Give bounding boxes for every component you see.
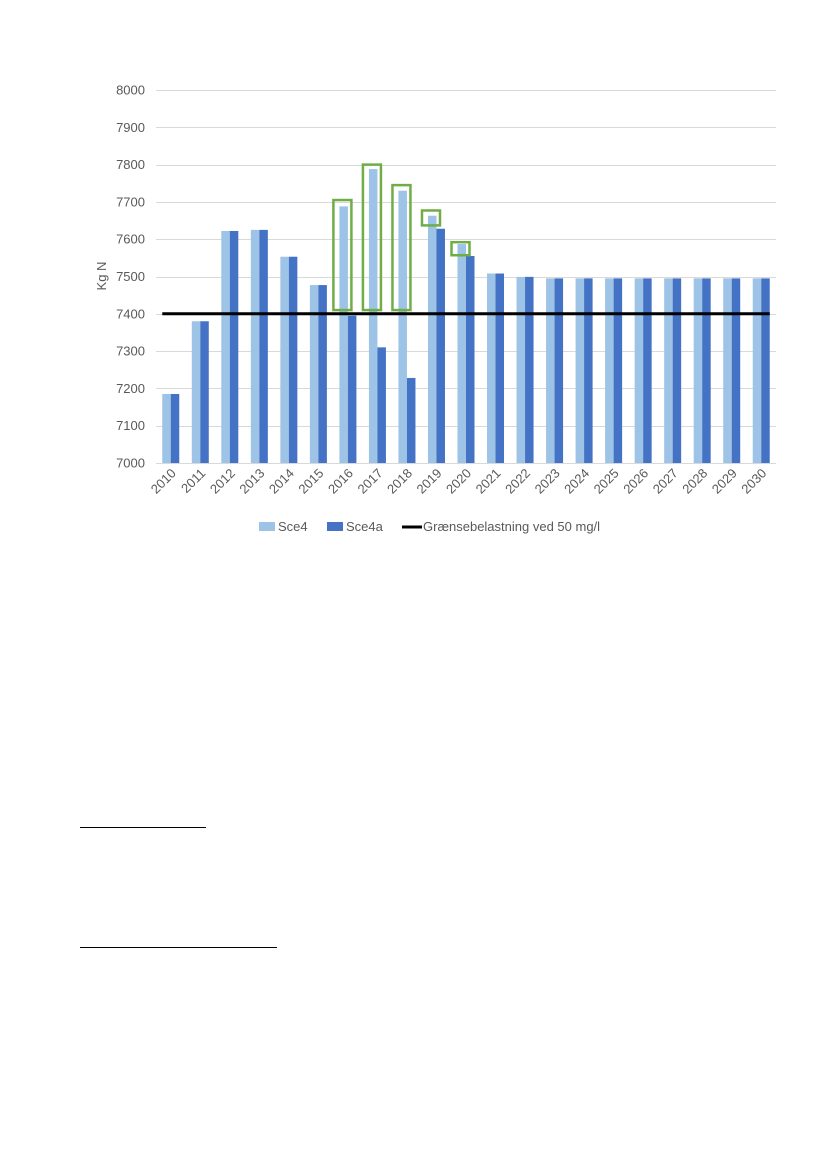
bar-sce4a-2016 (347, 315, 357, 463)
bar-sce4-2013 (250, 229, 260, 463)
x-tick-label: 2019 (414, 466, 445, 497)
highlight-boxes (332, 163, 471, 312)
bar-sce4a-2029 (731, 278, 741, 463)
x-tick-label: 2017 (354, 466, 385, 497)
bar-sce4a-2024 (584, 278, 593, 463)
bar-chart: 7000 7100 7200 7300 7400 7500 7600 7700 7800 7900… (94, 83, 776, 534)
bar-sce4-2020 (457, 244, 466, 463)
legend-label: Sce4 (278, 519, 308, 534)
bar-sce4a-2014 (288, 256, 298, 463)
highlight-box-2017 (361, 163, 383, 312)
x-tick-label: 2013 (236, 466, 267, 497)
bar-sce4-2024 (575, 278, 585, 463)
bar-sce4-2023 (546, 278, 555, 463)
x-tick-label: 2024 (561, 466, 592, 497)
bars (162, 169, 770, 464)
y-tick-label: 7600 (116, 232, 145, 247)
bar-sce4-2030 (752, 278, 762, 463)
x-tick-label: 2015 (295, 466, 326, 497)
bar-sce4a-2020 (466, 255, 475, 463)
bar-sce4-2029 (723, 278, 732, 463)
x-tick-label: 2018 (384, 466, 415, 497)
bar-sce4a-2011 (200, 321, 209, 463)
footnote-rule-2 (80, 947, 277, 948)
legend-label: Grænsebelastning ved 50 mg/l (423, 519, 600, 534)
x-tick-label: 2020 (443, 466, 474, 497)
bar-sce4a-2013 (259, 229, 268, 463)
bar-sce4-2012 (221, 230, 230, 463)
legend-swatch-0 (259, 522, 275, 531)
legend-swatch-1 (327, 522, 343, 531)
y-tick-label: 7400 (116, 306, 145, 321)
bar-sce4-2019 (427, 215, 437, 463)
bar-sce4a-2025 (613, 278, 623, 463)
bar-sce4a-2030 (761, 278, 770, 463)
y-tick-label: 7700 (116, 194, 145, 209)
x-tick-label: 2022 (502, 466, 533, 497)
bar-sce4a-2012 (229, 230, 239, 463)
bar-sce4a-2027 (672, 278, 682, 463)
highlight-box-2016 (332, 198, 353, 312)
y-tick-label: 7900 (116, 120, 145, 135)
bar-sce4-2018 (398, 190, 407, 463)
y-tick-label: 7300 (116, 344, 145, 359)
x-tick-label: 2027 (650, 466, 681, 497)
bar-sce4a-2017 (377, 347, 386, 463)
y-axis-tick-labels: 7000 7100 7200 7300 7400 7500 7600 7700 7800 7900… (116, 83, 145, 471)
highlight-box-2018 (391, 183, 412, 312)
y-tick-label: 7500 (116, 269, 145, 284)
bar-sce4-2016 (339, 206, 348, 463)
bar-sce4-2026 (634, 278, 644, 463)
highlight-box-2020 (450, 240, 471, 257)
x-tick-label: 2030 (738, 466, 769, 497)
bar-sce4-2014 (280, 256, 289, 463)
y-tick-label: 7200 (116, 381, 145, 396)
x-tick-label: 2025 (591, 466, 622, 497)
bar-sce4a-2022 (525, 276, 534, 463)
bar-sce4a-2015 (318, 285, 327, 463)
bar-sce4-2027 (664, 278, 673, 463)
bar-sce4a-2021 (495, 273, 505, 463)
bar-sce4-2015 (309, 285, 319, 463)
bar-sce4a-2026 (643, 278, 652, 463)
x-tick-label: 2023 (532, 466, 563, 497)
y-axis-title: Kg N (94, 262, 109, 291)
bar-sce4-2022 (516, 276, 526, 463)
x-tick-label: 2026 (620, 466, 651, 497)
bar-sce4a-2018 (406, 377, 416, 463)
bar-sce4a-2019 (436, 228, 445, 463)
y-tick-label: 8000 (116, 83, 145, 98)
x-tick-label: 2016 (325, 466, 356, 497)
y-tick-label: 7000 (116, 456, 145, 471)
x-tick-label: 2011 (178, 466, 208, 496)
bar-sce4-2028 (693, 278, 703, 463)
bar-sce4a-2010 (170, 393, 180, 463)
x-tick-label: 2012 (207, 466, 238, 497)
highlight-box-2019 (420, 209, 442, 227)
legend-label: Sce4a (346, 519, 384, 534)
bar-sce4-2011 (191, 321, 201, 463)
bar-sce4-2017 (368, 169, 378, 464)
x-tick-label: 2014 (266, 466, 297, 497)
bar-sce4a-2028 (702, 278, 711, 463)
bar-sce4-2010 (162, 393, 171, 463)
y-tick-label: 7800 (116, 157, 145, 172)
x-axis-tick-labels: 2010 201120122013201420152016201720182019… (148, 466, 770, 497)
bar-sce4a-2023 (554, 278, 564, 463)
y-tick-label: 7100 (116, 418, 145, 433)
legend: Sce4 Sce4a Grænsebelastning ved 50 mg/l (259, 519, 600, 534)
x-tick-label: 2010 (148, 466, 179, 497)
bar-sce4-2025 (605, 278, 614, 463)
x-tick-label: 2029 (709, 466, 740, 497)
footnote-rule-1 (80, 827, 206, 828)
x-tick-label: 2028 (679, 466, 710, 497)
x-tick-label: 2021 (473, 466, 504, 497)
bar-sce4-2021 (487, 273, 496, 463)
